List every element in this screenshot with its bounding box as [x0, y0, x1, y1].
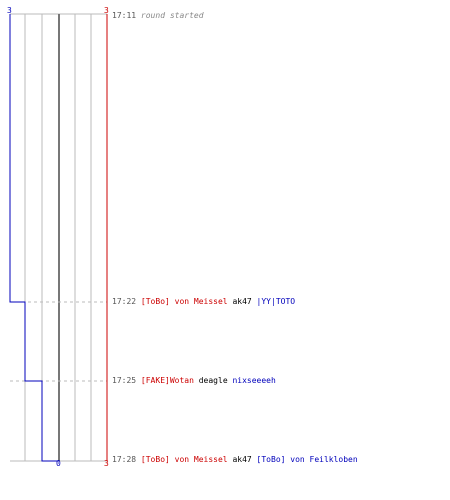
event-weapon: deagle [198, 376, 228, 385]
event-time: 17:25 [112, 376, 137, 385]
event-killer: [FAKE]Wotan [140, 376, 194, 385]
event-victim: [ToBo] von Feilkloben [256, 455, 358, 464]
event-weapon: ak47 [232, 455, 252, 464]
event-victim: nixseeeeh [232, 376, 276, 385]
event-time: 17:11 [112, 11, 137, 20]
event-killer: [ToBo] von Meissel [140, 455, 228, 464]
team-a-end-score: 0 [56, 459, 61, 468]
team-a-start-score: 3 [7, 6, 12, 15]
event-row: 17:28 [ToBo] von Meissel ak47 [ToBo] von… [112, 455, 358, 465]
event-time: 17:28 [112, 455, 137, 464]
event-victim: |YY|TOTO [256, 297, 296, 306]
event-text: round started [140, 11, 204, 20]
team-a-line [9, 14, 59, 462]
event-killer: [ToBo] von Meissel [140, 297, 228, 306]
event-weapon: ak47 [232, 297, 252, 306]
event-row: 17:22 [ToBo] von Meissel ak47 |YY|TOTO [112, 297, 295, 307]
event-row: 17:25 [FAKE]Wotan deagle nixseeeeh [112, 376, 276, 386]
team-b-start-score: 3 [104, 6, 109, 15]
event-row: 17:11 round started [112, 11, 204, 21]
team-b-end-score: 3 [104, 459, 109, 468]
event-time: 17:22 [112, 297, 137, 306]
